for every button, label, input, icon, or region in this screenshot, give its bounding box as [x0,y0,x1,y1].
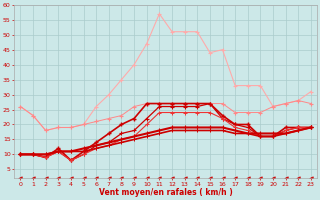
X-axis label: Vent moyen/en rafales ( km/h ): Vent moyen/en rafales ( km/h ) [99,188,233,197]
